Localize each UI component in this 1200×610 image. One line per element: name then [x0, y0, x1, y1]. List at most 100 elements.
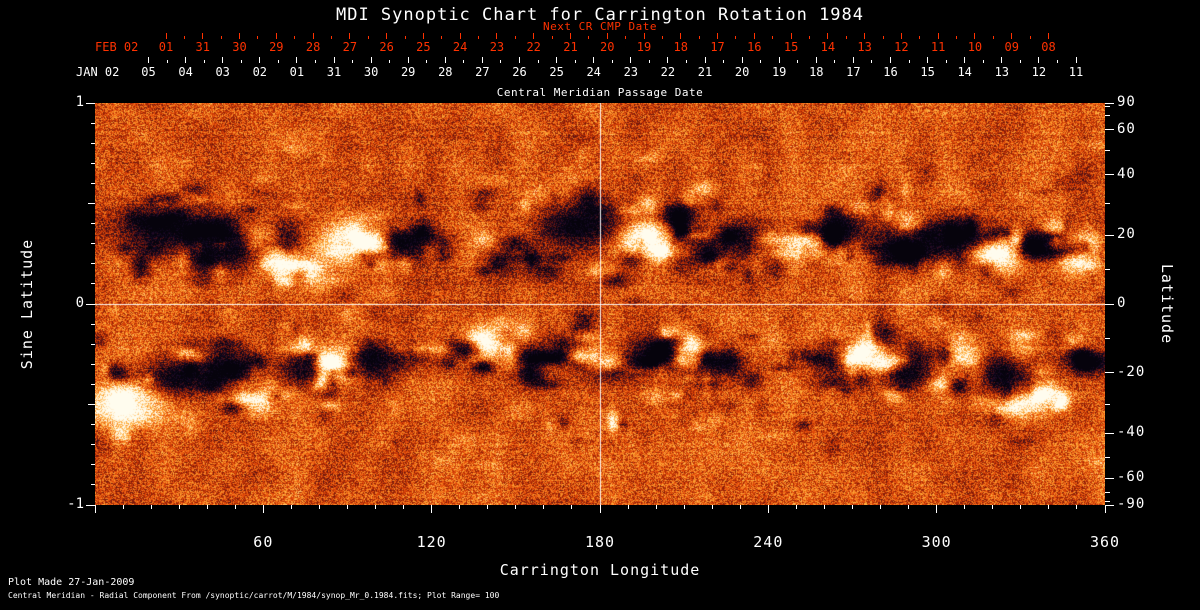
longitude-axis-tick — [150, 505, 152, 509]
cmp-axis-tick — [815, 57, 817, 63]
cmp-axis-tick-label: 20 — [734, 65, 750, 79]
next-cr-axis-minor-tick — [514, 36, 516, 39]
longitude-axis-tick — [403, 505, 405, 509]
cmp-axis-minor-tick — [314, 60, 316, 63]
next-cr-axis-minor-tick — [845, 36, 847, 39]
longitude-axis-tick — [627, 505, 629, 509]
latitude-axis-tick — [1105, 102, 1114, 104]
latitude-axis-tick — [1105, 492, 1110, 494]
next-cr-axis-tick-label: 13 — [857, 40, 872, 54]
cmp-axis-minor-tick — [685, 60, 687, 63]
longitude-axis-tick — [823, 505, 825, 509]
carrington-longitude-axis-title: Carrington Longitude — [499, 561, 701, 579]
cmp-axis-tick — [259, 57, 261, 63]
cmp-axis-tick — [185, 57, 187, 63]
longitude-axis-tick — [178, 505, 180, 509]
next-cr-axis-tick — [974, 33, 976, 39]
cmp-axis-minor-tick — [908, 60, 910, 63]
sine-latitude-axis-tick — [86, 102, 95, 104]
longitude-axis-tick — [655, 505, 657, 509]
next-cr-axis-minor-tick — [698, 36, 700, 39]
longitude-axis-tick — [880, 505, 882, 509]
next-cr-axis-minor-tick — [625, 36, 627, 39]
latitude-axis-tick — [1105, 338, 1110, 340]
cmp-axis-tick — [1001, 57, 1003, 63]
cmp-axis-tick — [630, 57, 632, 63]
cmp-axis-minor-tick — [834, 60, 836, 63]
next-cr-axis-minor-tick — [992, 36, 994, 39]
latitude-axis-tick — [1105, 234, 1114, 236]
next-cr-axis-tick — [1011, 33, 1013, 39]
longitude-axis-tick — [1020, 505, 1022, 509]
next-cr-axis-minor-tick — [441, 36, 443, 39]
cmp-axis-tick — [444, 57, 446, 63]
next-cr-axis-minor-tick — [294, 36, 296, 39]
cmp-axis-tick — [296, 57, 298, 63]
latitude-axis-title: Latitude — [1158, 263, 1176, 345]
cmp-axis-tick — [741, 57, 743, 63]
latitude-tick-label: 60 — [1117, 120, 1136, 137]
latitude-axis-tick — [1105, 114, 1110, 116]
next-cr-axis-minor-tick — [588, 36, 590, 39]
next-cr-axis-tick-label: 22 — [526, 40, 541, 54]
longitude-tick-label: 300 — [921, 533, 952, 551]
next-cr-axis-tick — [533, 33, 535, 39]
cmp-month-label: JAN 02 — [76, 65, 120, 79]
next-cr-axis-tick-label: 15 — [783, 40, 799, 54]
longitude-axis-tick — [206, 505, 208, 509]
next-cr-axis-tick — [643, 33, 645, 39]
cmp-axis-tick-label: 21 — [697, 65, 713, 79]
next-cr-axis-tick-label: 01 — [158, 40, 174, 54]
cmp-axis-tick-label: 11 — [1068, 65, 1084, 79]
cmp-axis-tick — [667, 57, 669, 63]
sine-latitude-axis-tick — [91, 444, 95, 446]
cmp-axis-tick — [222, 57, 224, 63]
next-cr-axis-tick-label: 26 — [379, 40, 394, 54]
latitude-axis-tick — [1105, 203, 1110, 204]
longitude-axis-tick — [936, 505, 938, 513]
sine-latitude-axis-tick — [91, 343, 95, 345]
chart-title: MDI Synoptic Chart for Carrington Rotati… — [335, 5, 865, 25]
latitude-tick-label: -40 — [1117, 424, 1146, 441]
latitude-axis-tick — [1105, 404, 1110, 405]
next-cr-axis-tick — [864, 33, 866, 39]
next-cr-axis-tick — [496, 33, 498, 39]
next-cr-axis-minor-tick — [882, 36, 884, 39]
cmp-axis-title: Central Meridian Passage Date — [496, 86, 704, 99]
cmp-axis-minor-tick — [426, 60, 428, 63]
cmp-axis-minor-tick — [203, 60, 205, 63]
longitude-axis-tick — [543, 505, 545, 509]
next-cr-axis-tick-label: 31 — [195, 40, 210, 54]
latitude-axis-tick — [1105, 501, 1110, 503]
cmp-axis-tick-label: 25 — [549, 65, 564, 79]
next-cr-axis-tick-label: 12 — [894, 40, 909, 54]
cmp-axis-tick-label: 04 — [178, 65, 193, 79]
next-cr-axis-tick — [459, 33, 461, 39]
sine-latitude-axis-tick — [91, 182, 95, 184]
next-cr-axis-minor-tick — [478, 36, 480, 39]
cmp-axis-minor-tick — [723, 60, 725, 63]
sine-latitude-axis-tick — [86, 303, 95, 305]
next-cr-axis-minor-tick — [404, 36, 406, 39]
longitude-tick-label: 120 — [416, 533, 447, 551]
cmp-axis-tick-label: 14 — [957, 65, 972, 79]
footer-plot-made: Plot Made 27-Jan-2009 — [8, 577, 135, 588]
longitude-axis-tick — [964, 505, 966, 509]
cmp-axis-tick-label: 03 — [215, 65, 230, 79]
longitude-axis-tick — [739, 505, 741, 509]
latitude-axis-tick — [1105, 477, 1114, 479]
next-cr-axis-tick — [900, 33, 902, 39]
next-cr-axis-tick-label: 09 — [1004, 40, 1019, 54]
next-cr-axis-tick-label: 21 — [563, 40, 578, 54]
cmp-axis-tick-label: 02 — [252, 65, 268, 79]
longitude-tick-label: 240 — [753, 533, 784, 551]
longitude-axis-tick — [571, 505, 573, 509]
longitude-axis-tick — [599, 505, 601, 513]
latitude-axis-tick — [1105, 149, 1110, 151]
cmp-axis-minor-tick — [1056, 60, 1058, 63]
next-cr-axis-tick-label: 08 — [1041, 40, 1056, 54]
cmp-axis-tick-label: 12 — [1031, 65, 1047, 79]
next-cr-axis-tick-label: 19 — [636, 40, 652, 54]
next-cr-axis-tick-label: 27 — [342, 40, 358, 54]
